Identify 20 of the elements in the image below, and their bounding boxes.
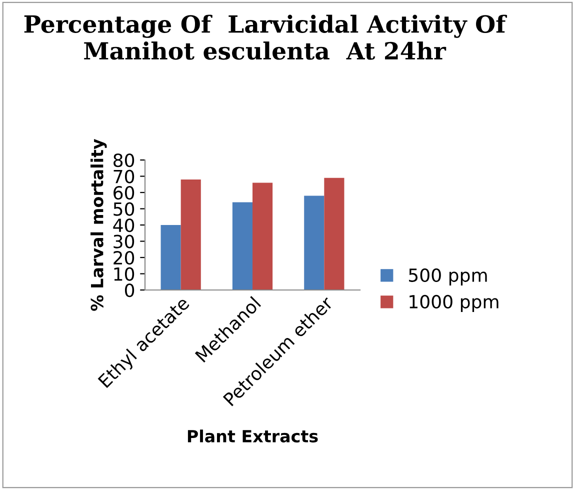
y-tick-label: 20 — [114, 250, 134, 265]
y-tick-label: 70 — [114, 170, 134, 184]
bar — [324, 178, 344, 290]
y-tick-label: 10 — [114, 267, 134, 281]
y-tick-label: 40 — [113, 218, 134, 232]
bar — [180, 180, 201, 290]
bar — [160, 225, 181, 290]
y-tick-label: 80 — [114, 153, 134, 168]
x-axis-title: Plant Extracts — [188, 430, 318, 442]
y-tick-label: 30 — [114, 234, 134, 248]
y-tick-label: 60 — [114, 186, 134, 200]
chart-title: Percentage Of Larvicidal Activity Of Manihot esculenta At 24hr — [24, 14, 508, 60]
y-axis-title: % Larval mortality — [90, 138, 107, 311]
bar — [252, 182, 273, 290]
legend-label: 1000 ppm — [410, 294, 498, 312]
y-tick-label: 50 — [114, 202, 134, 216]
y-tick-label: 0 — [124, 283, 134, 298]
bar — [304, 196, 324, 290]
bar — [232, 202, 252, 290]
legend-label: 500 ppm — [409, 268, 487, 286]
